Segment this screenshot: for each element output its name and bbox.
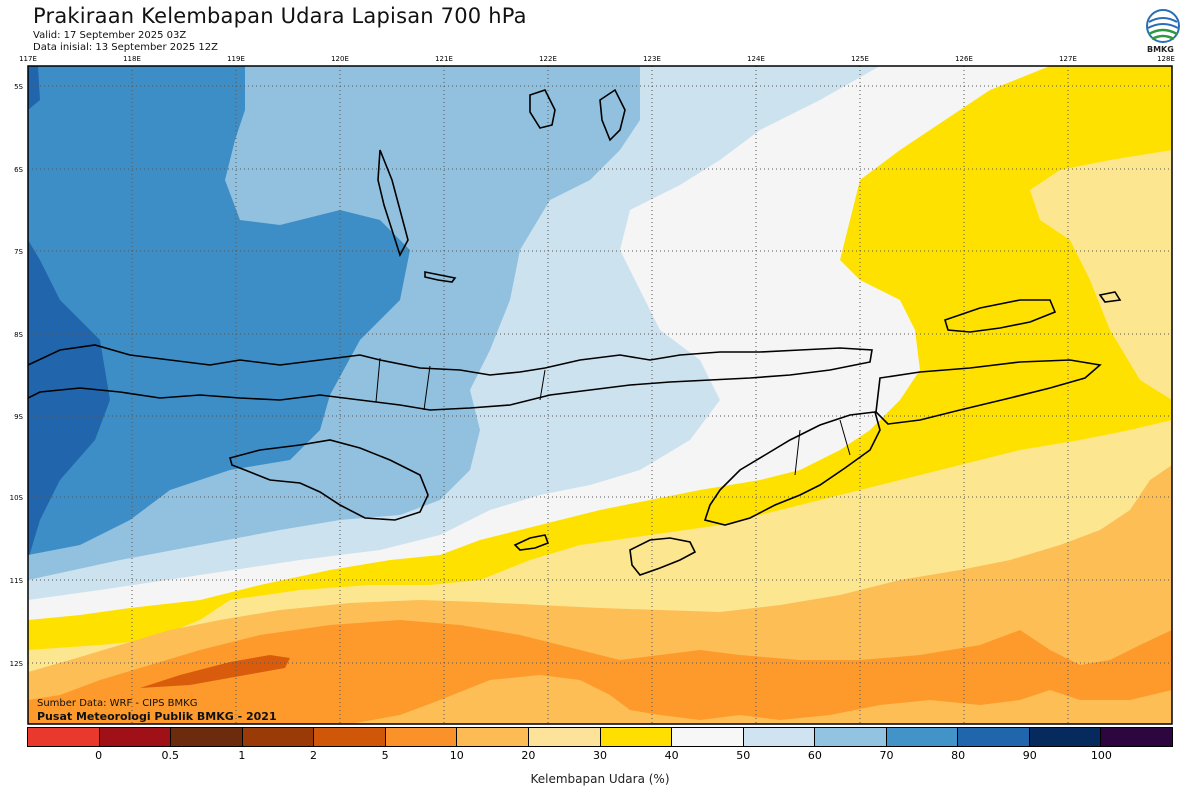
lat-label: 12S — [10, 660, 24, 668]
colorbar-tick-label: 70 — [879, 749, 894, 762]
colorbar-tick-label: 90 — [1022, 749, 1037, 762]
coastline-roti — [629, 537, 697, 576]
colorbar-segment — [457, 728, 529, 746]
lon-label: 125E — [851, 55, 869, 63]
data-source: Sumber Data: WRF - CIPS BMKG — [37, 698, 198, 709]
initial-time: Data inisial: 13 September 2025 12Z — [33, 42, 218, 53]
coastline-sumbawa-lombok — [28, 344, 873, 411]
colorbar-segment — [242, 728, 315, 746]
publisher: Pusat Meteorologi Publik BMKG - 2021 — [37, 710, 277, 723]
lon-label: 118E — [123, 55, 141, 63]
colorbar — [27, 727, 1173, 747]
colorbar-segment — [815, 728, 887, 746]
map-frame — [27, 65, 1173, 725]
coastline-sulawesi-south — [377, 149, 409, 258]
coastline-timor — [703, 411, 881, 526]
lat-label: 6S — [14, 166, 23, 174]
lon-label: 126E — [955, 55, 973, 63]
colorbar-segment — [385, 728, 458, 746]
colorbar-segment — [1029, 728, 1102, 746]
lat-label: 11S — [10, 577, 24, 585]
lat-label: 5S — [14, 83, 23, 91]
lat-label: 8S — [14, 331, 23, 339]
colorbar-tick-label: 80 — [951, 749, 966, 762]
colorbar-tick-label: 5 — [381, 749, 389, 762]
lon-label: 121E — [435, 55, 453, 63]
colorbar-tick-label: 20 — [521, 749, 536, 762]
bmkg-logo-icon — [1146, 9, 1180, 43]
lon-label: 120E — [331, 55, 349, 63]
humidity-fill-layer — [28, 66, 1172, 724]
colorbar-segment — [171, 728, 243, 746]
colorbar-segment — [28, 728, 100, 746]
coastline-buton — [599, 88, 626, 142]
lat-labels: 5S 6S 7S 8S 9S 10S 11S 12S — [10, 83, 24, 668]
colorbar-tick-label: 40 — [664, 749, 679, 762]
colorbar-segment — [886, 728, 959, 746]
lon-label: 128E — [1157, 55, 1175, 63]
colorbar-tick-label: 10 — [449, 749, 464, 762]
coastline-muna — [529, 89, 556, 129]
colorbar-segment — [600, 728, 673, 746]
coastline-timor-leste — [875, 359, 1102, 425]
colorbar-segment — [1101, 728, 1172, 746]
province-borders — [375, 357, 851, 476]
logo-label: BMKG — [1147, 45, 1174, 54]
colorbar-segment — [314, 728, 386, 746]
colorbar-title: Kelembapan Udara (%) — [530, 772, 670, 786]
map-title: Prakiraan Kelembapan Udara Lapisan 700 h… — [33, 4, 527, 28]
colorbar-tick-label: 1 — [238, 749, 246, 762]
valid-time: Valid: 17 September 2025 03Z — [33, 30, 187, 41]
lat-label: 9S — [14, 413, 23, 421]
colorbar-tick-label: 50 — [736, 749, 751, 762]
colorbar-segment — [958, 728, 1030, 746]
colorbar-tick-label: 60 — [807, 749, 822, 762]
colorbar-tick-label: 0 — [95, 749, 103, 762]
colorbar-tick-label: 30 — [593, 749, 607, 762]
colorbar-segment — [743, 728, 816, 746]
coastlines — [28, 88, 1122, 576]
colorbar-segment — [99, 728, 172, 746]
colorbar-tick-label: 100 — [1090, 749, 1112, 762]
humidity-band-20-30 — [28, 150, 1172, 724]
lon-label: 127E — [1059, 55, 1077, 63]
lon-label: 122E — [539, 55, 557, 63]
colorbar-segment — [672, 728, 744, 746]
coastline-wetar-east — [1098, 291, 1122, 303]
coastline-sawu — [513, 534, 550, 551]
colorbar-tick-label: 0.5 — [161, 749, 180, 762]
lon-label: 119E — [227, 55, 245, 63]
lat-label: 7S — [14, 248, 23, 256]
coastline-selayar — [424, 271, 457, 283]
lon-label: 123E — [643, 55, 661, 63]
lon-label: 117E — [19, 55, 37, 63]
lon-labels: 117E 118E 119E 120E 121E 122E 123E 124E … — [19, 55, 1175, 63]
coastline-sumba — [229, 439, 429, 521]
lon-label: 124E — [747, 55, 765, 63]
humidity-band-5-10 — [28, 620, 1172, 724]
coastline-wetar — [944, 299, 1057, 333]
colorbar-tick-label: 2 — [310, 749, 317, 762]
colorbar-segment — [528, 728, 601, 746]
lat-label: 10S — [10, 494, 24, 502]
